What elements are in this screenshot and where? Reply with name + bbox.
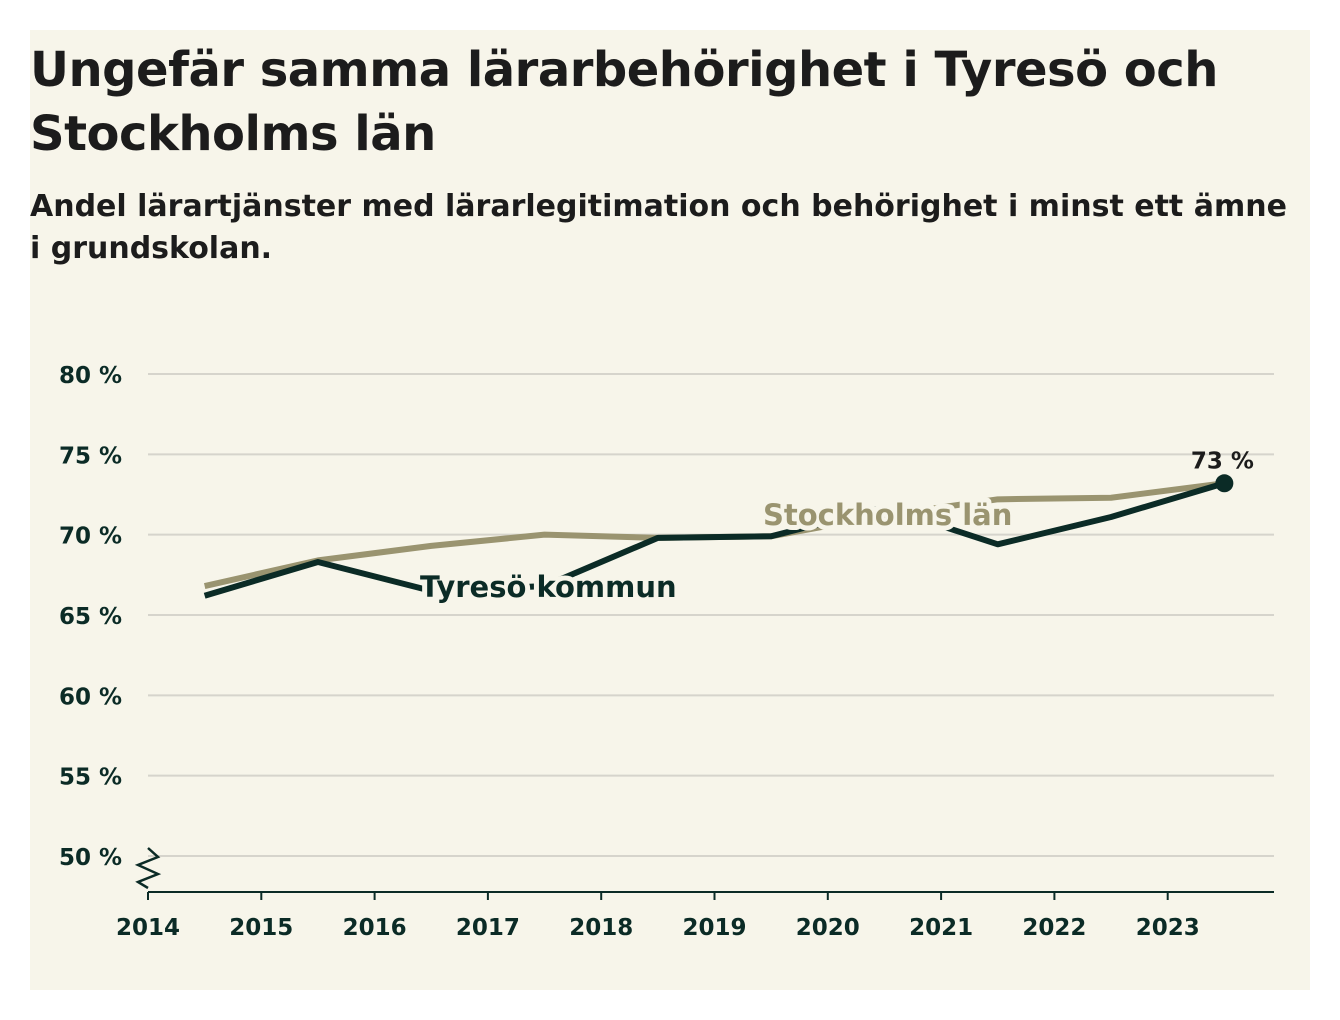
x-tick-label: 2019 xyxy=(682,915,746,941)
x-tick-label: 2021 xyxy=(909,915,973,941)
y-axis: 50 % 55 % 60 % 65 % 70 % 75 % 80 % xyxy=(59,363,162,890)
x-tick-label: 2017 xyxy=(456,915,520,941)
series-labels: 73 % Tyresö kommun Stockholms län xyxy=(415,448,1254,609)
x-tick-label: 2020 xyxy=(796,915,860,941)
x-tick-label: 2015 xyxy=(229,915,293,941)
x-tick-label: 2014 xyxy=(116,915,180,941)
series-label-stockholms-lan: Stockholms län xyxy=(763,498,1012,532)
y-tick-label: 80 % xyxy=(59,363,122,389)
x-tick-label: 2022 xyxy=(1022,915,1086,941)
y-tick-label: 60 % xyxy=(59,684,122,710)
x-axis: 2014 2015 2016 2017 2018 2019 2020 2021 2022 2023 xyxy=(116,891,1274,941)
x-tick-label: 2016 xyxy=(343,915,407,941)
end-point-marker xyxy=(1215,474,1234,493)
y-tick-label: 50 % xyxy=(59,845,122,871)
series-label-tyreso-kommun: Tyresö kommun xyxy=(420,570,677,604)
end-value-label: 73 % xyxy=(1191,448,1254,474)
x-tick-label: 2023 xyxy=(1136,915,1200,941)
chart-subtitle: Andel lärartjänster med lärarlegitimatio… xyxy=(30,189,1287,266)
line-chart: 50 %55 %60 %65 %70 %75 %80 % 2014 2015 201… xyxy=(59,363,1274,941)
x-tick-label: 2018 xyxy=(569,915,633,941)
chart-card: Ungefär samma lärarbehörighet i Tyresö o… xyxy=(30,30,1310,990)
y-tick-label: 65 % xyxy=(59,604,122,630)
series-line-tyreso-kommun xyxy=(203,480,1226,599)
y-tick-label: 75 % xyxy=(59,443,122,469)
chart-title: Ungefär samma lärarbehörighet i Tyresö o… xyxy=(30,42,1218,162)
axis-break xyxy=(134,847,162,890)
y-tick-label: 70 % xyxy=(59,524,122,550)
y-tick-label: 55 % xyxy=(59,765,122,791)
grid-lines xyxy=(148,373,1274,857)
series-group xyxy=(203,474,1234,599)
